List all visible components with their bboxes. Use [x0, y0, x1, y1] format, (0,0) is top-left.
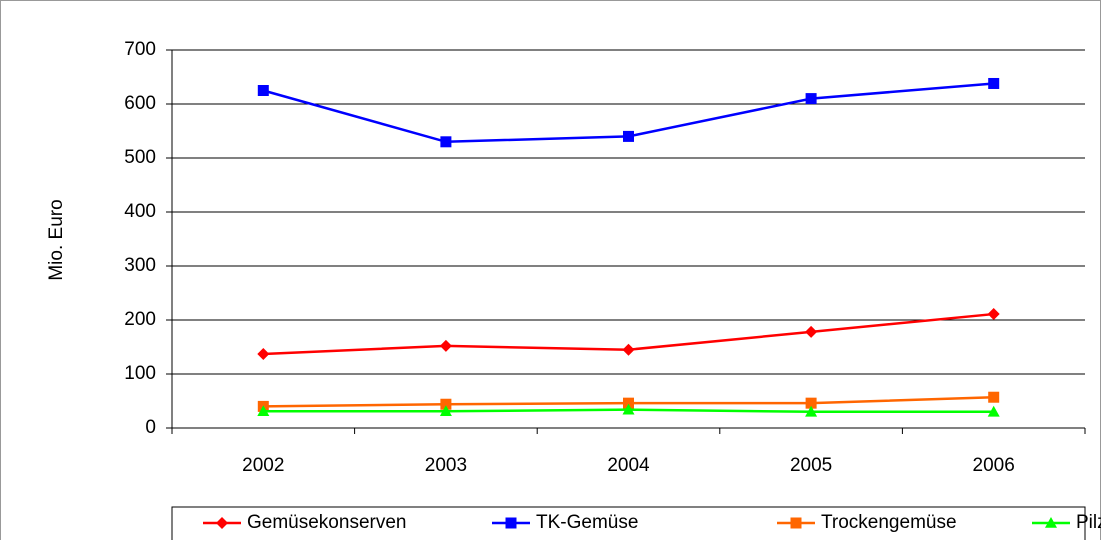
marker [805, 397, 817, 409]
y-tick-label: 700 [124, 39, 156, 60]
y-axis-label: Mio. Euro [46, 199, 67, 280]
marker [987, 405, 1000, 417]
x-tick-label: 2003 [425, 455, 467, 476]
marker [216, 517, 228, 529]
x-tick-label: 2005 [790, 455, 832, 476]
marker [257, 85, 269, 96]
legend-box [171, 506, 1086, 540]
marker [987, 308, 1000, 321]
marker [622, 343, 635, 356]
marker [1045, 517, 1057, 528]
marker [440, 136, 452, 148]
legend-label: Pilze [1076, 512, 1101, 533]
y-tick-label: 500 [124, 147, 156, 168]
y-tick-label: 100 [124, 363, 156, 384]
y-tick-label: 300 [124, 255, 156, 276]
legend-label: TK-Gemüse [536, 512, 638, 533]
marker [790, 517, 802, 529]
x-tick-label: 2006 [973, 455, 1015, 476]
marker [988, 391, 1000, 403]
marker [440, 398, 452, 410]
legend-label: Trockengemüse [821, 512, 957, 533]
marker [439, 339, 452, 352]
marker [805, 325, 818, 338]
marker [805, 405, 818, 417]
marker [257, 348, 270, 361]
marker [805, 93, 817, 105]
y-tick-label: 400 [124, 201, 156, 222]
x-tick-label: 2004 [607, 455, 650, 476]
y-tick-label: 200 [124, 309, 156, 330]
marker [439, 405, 452, 417]
marker [623, 397, 634, 409]
legend-label: Gemüsekonserven [247, 512, 406, 533]
marker [505, 517, 517, 529]
y-tick-label: 0 [145, 417, 156, 438]
x-tick-label: 2002 [242, 455, 284, 476]
y-tick-label: 600 [124, 93, 156, 114]
marker [988, 77, 1000, 89]
marker [623, 130, 634, 142]
marker [257, 405, 270, 417]
marker [622, 403, 635, 415]
